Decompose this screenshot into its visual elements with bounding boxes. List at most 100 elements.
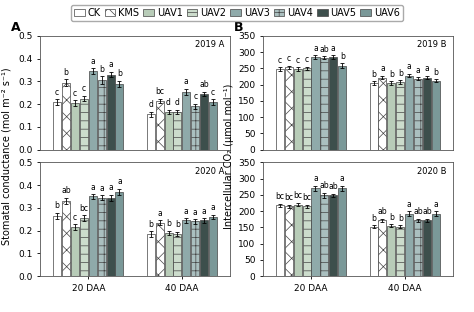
Bar <box>320 195 328 276</box>
Text: c: c <box>287 54 291 63</box>
Bar <box>182 220 191 276</box>
Text: B: B <box>234 21 243 34</box>
Text: bc: bc <box>284 193 293 202</box>
Bar <box>294 205 301 276</box>
Bar <box>116 84 123 150</box>
Text: 2019 A: 2019 A <box>195 41 224 49</box>
Text: bc: bc <box>79 203 88 212</box>
Text: a: a <box>157 209 162 218</box>
Bar <box>98 197 106 276</box>
Text: b: b <box>389 212 394 222</box>
Text: c: c <box>193 92 197 101</box>
Bar <box>173 234 182 276</box>
Text: d: d <box>175 98 180 107</box>
Bar <box>80 218 88 276</box>
Bar <box>432 214 440 276</box>
Text: c: c <box>73 89 77 98</box>
Bar <box>370 83 377 150</box>
Bar <box>414 220 422 276</box>
Text: b: b <box>340 52 345 61</box>
Text: ab: ab <box>413 207 423 216</box>
Bar <box>432 81 440 150</box>
Bar <box>423 77 431 150</box>
Bar <box>396 82 404 150</box>
Bar <box>370 227 377 276</box>
Text: b: b <box>175 220 180 229</box>
Bar <box>378 220 386 276</box>
Text: a: a <box>99 184 104 193</box>
Bar <box>311 57 319 150</box>
Bar <box>164 112 173 150</box>
Bar <box>98 80 106 150</box>
Bar <box>200 220 208 276</box>
Text: d: d <box>148 100 153 109</box>
Text: a: a <box>108 183 113 192</box>
Bar <box>329 57 337 150</box>
Bar <box>62 201 70 276</box>
Bar <box>302 68 310 150</box>
Text: b: b <box>99 65 104 74</box>
Text: c: c <box>82 84 86 93</box>
Text: ab: ab <box>319 181 329 190</box>
Text: Intercellular CO₂ (μmol mol⁻¹): Intercellular CO₂ (μmol mol⁻¹) <box>224 83 234 229</box>
Bar <box>338 188 346 276</box>
Bar <box>89 71 97 150</box>
Text: ab: ab <box>61 187 71 196</box>
Bar <box>200 94 208 150</box>
Bar <box>294 69 301 150</box>
Text: d: d <box>166 98 171 107</box>
Text: b: b <box>148 220 153 229</box>
Text: ab: ab <box>328 182 338 191</box>
Text: 2020 B: 2020 B <box>418 167 447 176</box>
Text: c: c <box>304 55 309 64</box>
Text: bc: bc <box>302 193 311 202</box>
Text: a: a <box>340 174 345 183</box>
Bar <box>53 102 61 150</box>
Bar <box>302 206 310 276</box>
Text: c: c <box>73 213 77 222</box>
Text: a: a <box>313 44 318 53</box>
Text: ab: ab <box>422 207 432 216</box>
Bar <box>276 205 284 276</box>
Text: a: a <box>91 183 95 192</box>
Bar <box>311 188 319 276</box>
Text: a: a <box>407 62 411 71</box>
Bar <box>89 197 97 276</box>
Bar <box>396 227 404 276</box>
Bar <box>155 222 164 276</box>
Bar <box>71 103 79 150</box>
Bar <box>173 112 182 150</box>
Bar <box>405 76 413 150</box>
Bar <box>320 58 328 150</box>
Text: bc: bc <box>155 87 164 96</box>
Text: a: a <box>380 64 385 73</box>
Text: a: a <box>407 200 411 208</box>
Text: a: a <box>434 200 438 208</box>
Bar <box>338 66 346 150</box>
Bar <box>285 206 293 276</box>
Text: b: b <box>398 213 403 222</box>
Text: b: b <box>371 213 376 222</box>
Bar <box>329 195 337 276</box>
Text: b: b <box>117 69 122 78</box>
Bar <box>116 192 123 276</box>
Bar <box>387 226 395 276</box>
Bar <box>71 227 79 276</box>
Bar <box>378 77 386 150</box>
Bar <box>80 99 88 150</box>
Text: a: a <box>193 208 198 217</box>
Text: A: A <box>11 21 20 34</box>
Bar <box>107 75 115 150</box>
Bar <box>209 217 217 276</box>
Text: a: a <box>108 60 113 69</box>
Text: b: b <box>64 68 68 77</box>
Text: bc: bc <box>275 192 284 201</box>
Text: a: a <box>425 64 429 73</box>
Bar <box>155 101 164 150</box>
Text: c: c <box>211 88 215 97</box>
Bar <box>147 115 155 150</box>
Text: b: b <box>389 70 394 79</box>
Bar <box>414 79 422 150</box>
Legend: CK, KMS, UAV1, UAV2, UAV3, UAV4, UAV5, UAV6: CK, KMS, UAV1, UAV2, UAV3, UAV4, UAV5, U… <box>71 5 403 21</box>
Bar <box>209 102 217 150</box>
